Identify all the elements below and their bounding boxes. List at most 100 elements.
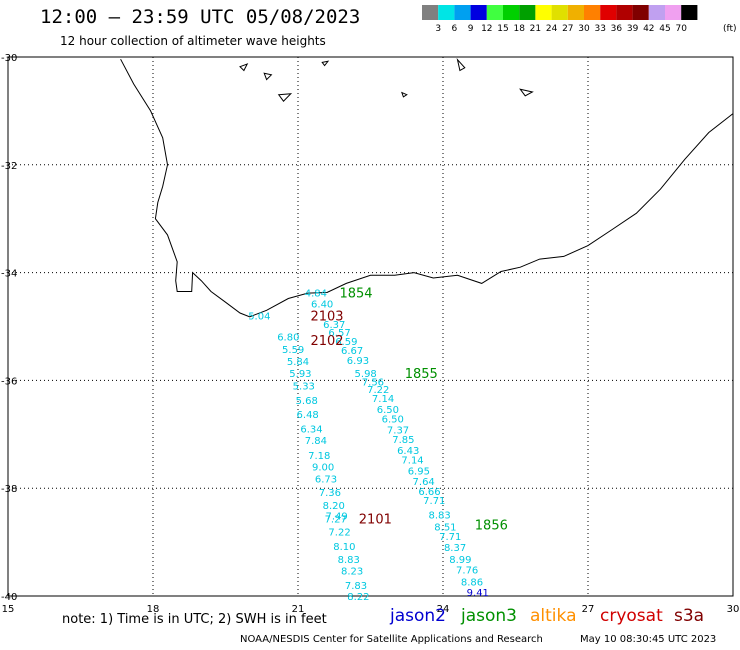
scale-swatch: [648, 5, 665, 20]
swh-value: 7.14: [372, 394, 394, 405]
scale-label: 27: [562, 24, 573, 34]
island-outline: [263, 72, 273, 81]
swh-value: 8.37: [444, 543, 466, 554]
scale-label: 9: [468, 24, 474, 34]
scale-swatch: [584, 5, 601, 20]
swh-value: 6.57: [328, 328, 350, 339]
swh-value: 6.34: [300, 424, 322, 435]
scale-swatch: [535, 5, 552, 20]
scale-label: 12: [481, 24, 492, 34]
scale-label: 21: [530, 24, 541, 34]
lon-tick-label: 15: [2, 604, 15, 615]
island-outline: [519, 88, 534, 97]
lon-tick-label: 27: [582, 604, 595, 615]
lat-tick-label: -36: [1, 376, 17, 387]
lat-tick-label: -30: [1, 53, 17, 64]
scale-swatch: [616, 5, 633, 20]
scale-label: 45: [659, 24, 670, 34]
scale-label: 18: [513, 24, 525, 34]
units-note: note: 1) Time is in UTC; 2) SWH is in fe…: [62, 612, 327, 627]
swh-value: 5.59: [282, 345, 304, 356]
swh-value: 7.64: [413, 477, 435, 488]
swh-value: 6.59: [335, 337, 357, 348]
scale-swatch: [519, 5, 536, 20]
swh-value: 6.50: [377, 405, 399, 416]
swh-value: 7.22: [367, 385, 389, 396]
island-outline: [321, 60, 330, 67]
coastline: [120, 58, 734, 318]
swh-value: 7.83: [345, 581, 367, 592]
swh-value: 5.68: [296, 396, 318, 407]
swh-value: 5.93: [289, 369, 311, 380]
scale-label: 70: [675, 24, 687, 34]
swh-value: 8.51: [434, 522, 456, 533]
scale-swatch: [665, 5, 682, 20]
swh-value: 7.76: [456, 566, 478, 577]
swh-value: 6.66: [418, 487, 440, 498]
islands: [239, 57, 534, 102]
island-outline: [401, 91, 408, 98]
scale-label: 6: [452, 24, 458, 34]
satellite-s3a: s3a: [674, 606, 705, 626]
scale-unit: (ft): [723, 24, 737, 34]
swh-value: 9.00: [312, 463, 334, 474]
island-outline: [456, 57, 466, 72]
swh-value: 7.27: [325, 514, 347, 525]
track-time: 2101: [359, 512, 392, 527]
scale-swatch: [470, 5, 487, 20]
swh-value: 6.37: [323, 320, 345, 331]
satellite-cryosat: cryosat: [600, 606, 663, 626]
scale-label: 30: [578, 24, 590, 34]
swh-value: 9.41: [467, 588, 489, 599]
swh-value: 4.84: [305, 289, 327, 300]
map-frame: [7, 56, 734, 597]
lon-tick-label: 30: [727, 604, 740, 615]
scale-swatch: [454, 5, 471, 20]
track-time: 1854: [339, 287, 372, 302]
swh-value: 7.18: [308, 451, 330, 462]
swh-value: 5.84: [287, 357, 309, 368]
swh-value: 7.56: [362, 377, 384, 388]
swh-value: 6.48: [297, 410, 319, 421]
scale-swatch: [422, 5, 439, 20]
axis-tick-labels: 15 18 21 24 27 30 -30 -32 -34 -36 -38 -40: [1, 53, 739, 615]
satellite-jason3: jason3: [461, 606, 517, 626]
map-subtitle: 12 hour collection of altimeter wave hei…: [60, 34, 326, 48]
lat-tick-label: -40: [1, 592, 17, 603]
track-time: 2102: [310, 334, 343, 349]
scale-label: 33: [594, 24, 605, 34]
swh-value: 8.23: [341, 567, 363, 578]
scale-label: 42: [643, 24, 654, 34]
lat-tick-label: -38: [1, 484, 17, 495]
scale-label: 3: [435, 24, 441, 34]
lat-tick-label: -34: [1, 269, 17, 280]
timestamp-footer: May 10 08:30:45 UTC 2023: [580, 634, 717, 645]
scale-swatch: [567, 5, 584, 20]
swh-value: 8.86: [461, 577, 483, 588]
color-scale-legend: 3 6 9 12 15 18 21 24 27 30 33 36 39 42 45 70 (ft): [422, 5, 737, 34]
swh-value: 6.93: [347, 356, 369, 367]
swh-value: 8.99: [449, 555, 471, 566]
scale-swatch: [486, 5, 503, 20]
swh-value: 6.95: [408, 466, 430, 477]
swh-value: 8.10: [333, 542, 355, 553]
lon-tick-label: 18: [147, 604, 160, 615]
track-time: 2103: [310, 310, 343, 325]
island-outline: [277, 93, 293, 102]
swh-value: 5.04: [248, 312, 270, 323]
swh-value: 5.98: [355, 369, 377, 380]
scale-swatch: [551, 5, 568, 20]
swh-value: 8.22: [347, 592, 369, 603]
swh-value: 6.73: [315, 474, 337, 485]
swh-value: 7.36: [319, 488, 341, 499]
scale-label: 36: [611, 24, 623, 34]
swh-value: 7.14: [401, 456, 423, 467]
swh-value: 7.22: [328, 527, 350, 538]
scale-swatch: [632, 5, 649, 20]
swh-value: 7.37: [387, 425, 409, 436]
scale-swatch: [503, 5, 520, 20]
satellite-jason2: jason2: [390, 606, 446, 626]
map-title: 12:00 – 23:59 UTC 05/08/2023: [40, 6, 361, 28]
track-time: 1855: [405, 367, 438, 382]
